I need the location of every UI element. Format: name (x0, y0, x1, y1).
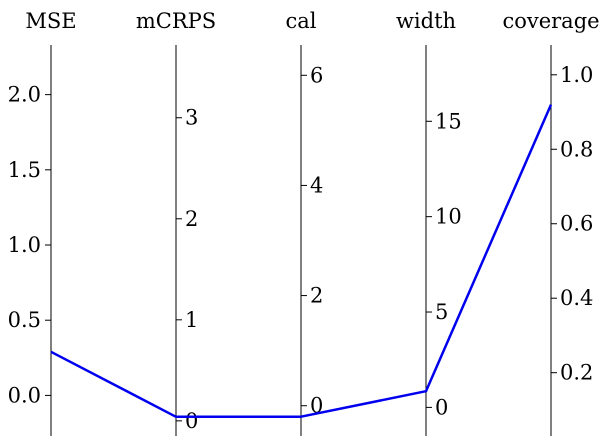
tick-label: 2 (185, 207, 198, 231)
tick-label: 1 (185, 308, 198, 332)
tick-label: 0.8 (560, 137, 593, 161)
tick-label: 5 (435, 300, 448, 324)
tick-label: 0.2 (560, 361, 593, 385)
tick-label: 10 (435, 205, 462, 229)
axis-coverage: coverage 0.2 0.4 0.6 0.8 1.0 (502, 9, 600, 436)
tick-label: 0 (435, 395, 448, 419)
tick-label: 0.0 (8, 383, 41, 407)
tick-label: 1.0 (8, 233, 41, 257)
tick-label: 1.5 (8, 158, 41, 182)
tick-label: 3 (185, 106, 198, 130)
tick-label: 6 (310, 63, 323, 87)
series-line (50, 104, 553, 419)
tick-label: 0.6 (560, 212, 593, 236)
tick-label: 1.0 (560, 63, 593, 87)
tick-label: 15 (435, 109, 462, 133)
axis-mse: MSE 0.0 0.5 1.0 1.5 2.0 (8, 9, 77, 436)
axes-group: MSE 0.0 0.5 1.0 1.5 2.0 mCRPS 0 1 2 3 cal 0 2 4 6 width 0… (8, 9, 600, 436)
axis-title: mCRPS (136, 9, 216, 33)
tick-label: 4 (310, 173, 323, 197)
axis-mcrps: mCRPS 0 1 2 3 (136, 9, 216, 436)
axis-title: width (396, 9, 456, 33)
axis-title: MSE (25, 9, 76, 33)
series-group (50, 104, 553, 419)
tick-label: 0 (185, 409, 198, 433)
tick-label: 0.5 (8, 308, 41, 332)
axis-title: coverage (502, 9, 599, 33)
tick-label: 2 (310, 284, 323, 308)
tick-label: 0.4 (560, 286, 593, 310)
axis-width: width 0 5 10 15 (396, 9, 462, 436)
axis-title: cal (286, 9, 317, 33)
tick-label: 2.0 (8, 83, 41, 107)
